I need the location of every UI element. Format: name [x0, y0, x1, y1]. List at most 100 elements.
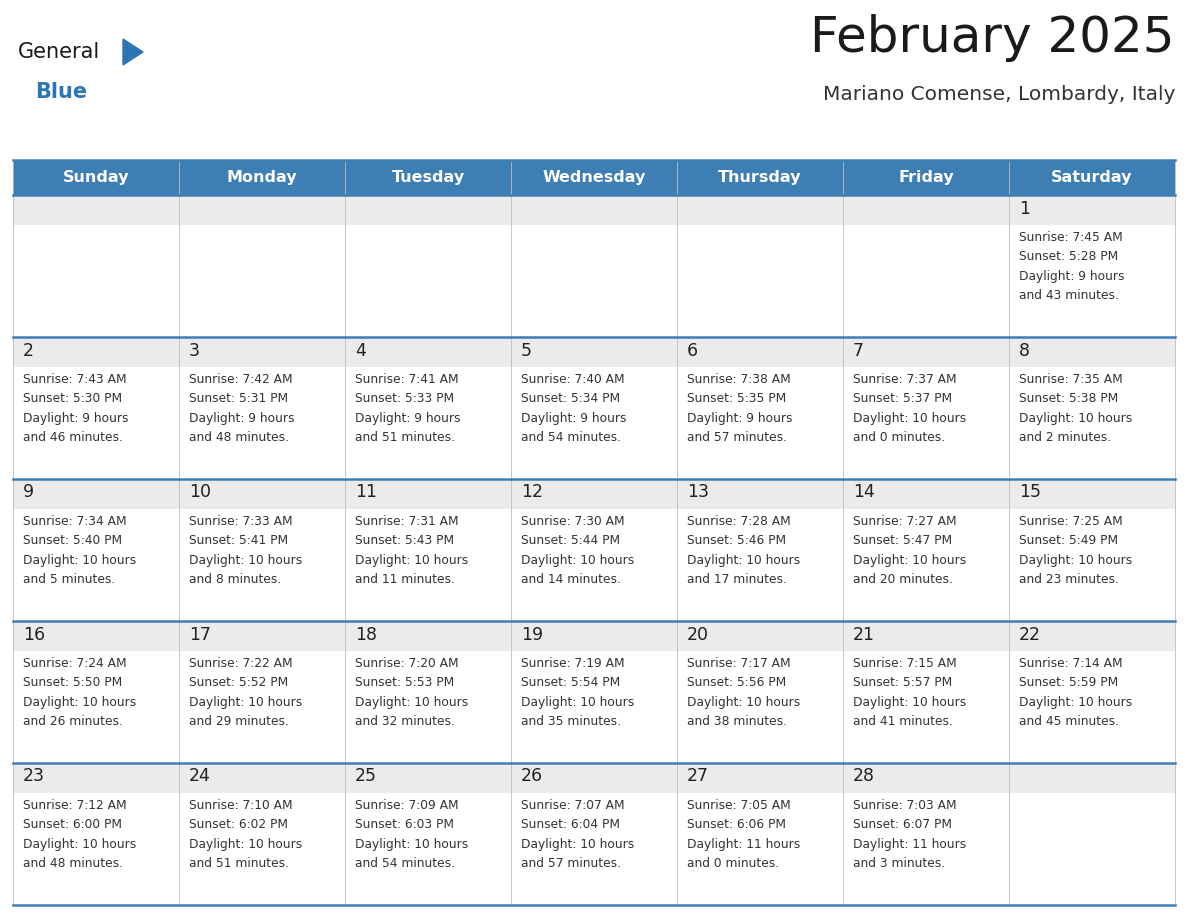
Text: Sunrise: 7:15 AM: Sunrise: 7:15 AM: [853, 657, 956, 670]
Bar: [843, 195, 1009, 225]
Bar: [511, 337, 677, 367]
Bar: [1009, 195, 1175, 337]
Text: and 48 minutes.: and 48 minutes.: [189, 431, 289, 444]
Bar: [1009, 621, 1175, 651]
Bar: [677, 337, 843, 479]
Text: Sunset: 5:31 PM: Sunset: 5:31 PM: [189, 393, 289, 406]
Text: and 46 minutes.: and 46 minutes.: [23, 431, 122, 444]
Bar: [13, 337, 179, 367]
Bar: [677, 337, 843, 367]
Text: 20: 20: [687, 625, 709, 644]
Bar: [1009, 337, 1175, 367]
Text: Sunset: 5:35 PM: Sunset: 5:35 PM: [687, 393, 786, 406]
Text: Daylight: 10 hours: Daylight: 10 hours: [687, 696, 801, 709]
Bar: [13, 479, 179, 509]
Text: 7: 7: [853, 341, 864, 360]
Bar: [13, 195, 179, 337]
Text: Mariano Comense, Lombardy, Italy: Mariano Comense, Lombardy, Italy: [822, 85, 1175, 105]
Text: 22: 22: [1019, 625, 1041, 644]
Text: Sunset: 5:38 PM: Sunset: 5:38 PM: [1019, 393, 1118, 406]
Bar: [179, 195, 345, 225]
Bar: [843, 621, 1009, 651]
Text: and 17 minutes.: and 17 minutes.: [687, 574, 786, 587]
Bar: [677, 479, 843, 509]
Text: Daylight: 10 hours: Daylight: 10 hours: [23, 696, 137, 709]
Bar: [179, 337, 345, 479]
Text: Sunset: 5:28 PM: Sunset: 5:28 PM: [1019, 251, 1118, 263]
Text: Sunrise: 7:14 AM: Sunrise: 7:14 AM: [1019, 657, 1123, 670]
Bar: [345, 479, 511, 509]
Text: Sunset: 5:30 PM: Sunset: 5:30 PM: [23, 393, 122, 406]
Text: and 48 minutes.: and 48 minutes.: [23, 857, 124, 870]
Bar: [677, 763, 843, 793]
Bar: [677, 195, 843, 225]
Text: Sunset: 6:02 PM: Sunset: 6:02 PM: [189, 819, 287, 832]
Text: Daylight: 10 hours: Daylight: 10 hours: [189, 838, 302, 851]
Text: and 0 minutes.: and 0 minutes.: [687, 857, 779, 870]
Text: Daylight: 10 hours: Daylight: 10 hours: [853, 696, 966, 709]
Text: Sunrise: 7:24 AM: Sunrise: 7:24 AM: [23, 657, 127, 670]
Bar: [345, 621, 511, 763]
Text: 24: 24: [189, 767, 211, 786]
Text: Daylight: 10 hours: Daylight: 10 hours: [522, 838, 634, 851]
Text: Daylight: 10 hours: Daylight: 10 hours: [853, 412, 966, 425]
Bar: [843, 337, 1009, 367]
Text: 4: 4: [355, 341, 366, 360]
Text: Sunrise: 7:42 AM: Sunrise: 7:42 AM: [189, 373, 292, 386]
Text: Sunrise: 7:19 AM: Sunrise: 7:19 AM: [522, 657, 625, 670]
Bar: [13, 160, 1175, 195]
Text: Sunrise: 7:07 AM: Sunrise: 7:07 AM: [522, 799, 625, 812]
Text: and 57 minutes.: and 57 minutes.: [687, 431, 786, 444]
Bar: [677, 763, 843, 905]
Text: and 14 minutes.: and 14 minutes.: [522, 574, 621, 587]
Text: Daylight: 10 hours: Daylight: 10 hours: [355, 554, 468, 567]
Text: and 29 minutes.: and 29 minutes.: [189, 715, 289, 729]
Bar: [1009, 479, 1175, 621]
Bar: [677, 479, 843, 621]
Text: Daylight: 10 hours: Daylight: 10 hours: [1019, 412, 1132, 425]
Text: Daylight: 10 hours: Daylight: 10 hours: [522, 696, 634, 709]
Text: Sunrise: 7:17 AM: Sunrise: 7:17 AM: [687, 657, 791, 670]
Bar: [1009, 763, 1175, 793]
Text: 5: 5: [522, 341, 532, 360]
Text: Sunrise: 7:10 AM: Sunrise: 7:10 AM: [189, 799, 292, 812]
Text: Daylight: 10 hours: Daylight: 10 hours: [23, 838, 137, 851]
Text: and 8 minutes.: and 8 minutes.: [189, 574, 282, 587]
Bar: [843, 763, 1009, 905]
Text: Sunrise: 7:30 AM: Sunrise: 7:30 AM: [522, 515, 625, 528]
Text: Daylight: 9 hours: Daylight: 9 hours: [1019, 270, 1125, 283]
Bar: [179, 621, 345, 651]
Text: Sunset: 5:54 PM: Sunset: 5:54 PM: [522, 677, 620, 689]
Text: Sunset: 5:37 PM: Sunset: 5:37 PM: [853, 393, 952, 406]
Bar: [843, 195, 1009, 337]
Text: Sunrise: 7:20 AM: Sunrise: 7:20 AM: [355, 657, 459, 670]
Bar: [13, 195, 179, 225]
Bar: [345, 763, 511, 793]
Bar: [345, 479, 511, 621]
Bar: [1009, 337, 1175, 479]
Bar: [13, 621, 179, 763]
Bar: [345, 763, 511, 905]
Bar: [345, 337, 511, 367]
Text: Daylight: 10 hours: Daylight: 10 hours: [189, 696, 302, 709]
Text: Daylight: 10 hours: Daylight: 10 hours: [355, 838, 468, 851]
Bar: [511, 479, 677, 621]
Bar: [511, 621, 677, 651]
Text: Daylight: 10 hours: Daylight: 10 hours: [189, 554, 302, 567]
Text: Sunrise: 7:41 AM: Sunrise: 7:41 AM: [355, 373, 459, 386]
Text: Daylight: 9 hours: Daylight: 9 hours: [23, 412, 128, 425]
Text: Sunset: 6:03 PM: Sunset: 6:03 PM: [355, 819, 454, 832]
Bar: [843, 621, 1009, 763]
Text: Blue: Blue: [34, 82, 87, 102]
Text: 25: 25: [355, 767, 377, 786]
Text: and 54 minutes.: and 54 minutes.: [355, 857, 455, 870]
Text: Sunrise: 7:31 AM: Sunrise: 7:31 AM: [355, 515, 459, 528]
Bar: [511, 763, 677, 905]
Text: Sunday: Sunday: [63, 170, 129, 185]
Text: and 45 minutes.: and 45 minutes.: [1019, 715, 1119, 729]
Text: and 23 minutes.: and 23 minutes.: [1019, 574, 1119, 587]
Text: Sunrise: 7:12 AM: Sunrise: 7:12 AM: [23, 799, 127, 812]
Bar: [1009, 763, 1175, 905]
Text: Friday: Friday: [898, 170, 954, 185]
Text: and 11 minutes.: and 11 minutes.: [355, 574, 455, 587]
